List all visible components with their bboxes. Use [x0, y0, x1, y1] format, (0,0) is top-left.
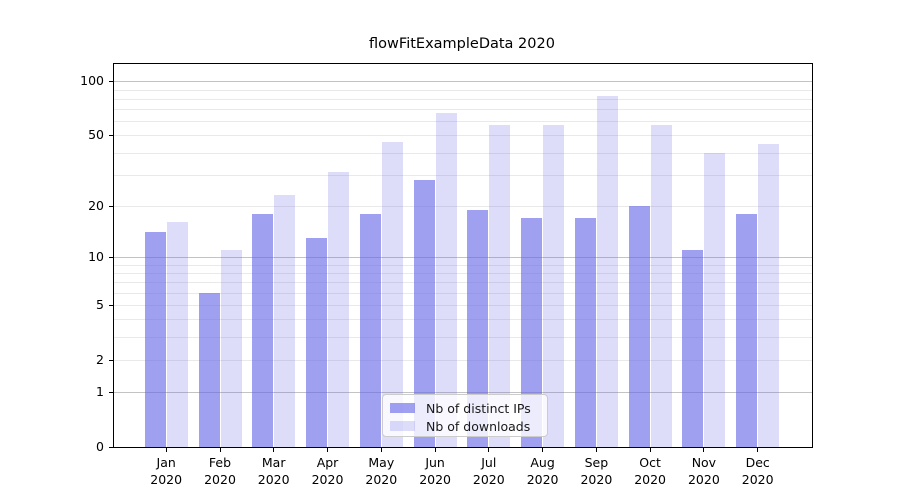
gridline-minor	[114, 359, 812, 361]
legend-entry-downloads: Nb of downloads	[390, 417, 537, 435]
gridline-minor	[114, 89, 812, 91]
x-tick-mark	[542, 448, 544, 452]
y-tick-mark	[109, 205, 113, 207]
y-tick-mark	[109, 256, 113, 258]
bar-downloads-oct	[650, 125, 672, 447]
gridline-minor	[114, 135, 812, 137]
y-tick-label: 10	[88, 248, 104, 264]
y-tick-label: 100	[80, 73, 104, 89]
legend: Nb of distinct IPs Nb of downloads	[382, 394, 548, 437]
y-tick-label: 5	[96, 297, 104, 312]
y-tick-label: 50	[88, 127, 104, 143]
x-tick-label-mar: Mar 2020	[257, 455, 290, 487]
gridline-minor	[114, 98, 812, 100]
x-tick-mark	[703, 448, 705, 452]
x-tick-mark	[757, 448, 759, 452]
gridline-minor	[114, 282, 812, 284]
bar-distinct-ips-apr	[306, 237, 327, 447]
legend-label-distinct-ips: Nb of distinct IPs	[426, 400, 531, 416]
x-tick-label-apr: Apr 2020	[311, 455, 344, 487]
bar-downloads-nov	[704, 152, 726, 447]
bar-distinct-ips-jul	[467, 209, 489, 447]
x-tick-label-oct: Oct 2020	[634, 455, 666, 487]
plot-area: 0 1 2 5 10 20 50 100 Jan 2020 Feb 2020 Mar 2020 Apr…	[80, 63, 813, 487]
bar-downloads-may	[381, 141, 403, 447]
gridline-minor	[114, 305, 812, 306]
gridline-minor	[114, 121, 812, 123]
chart-title: flowFitExampleData 2020	[369, 36, 555, 52]
y-tick-label: 0	[96, 439, 104, 454]
x-tick-label-feb: Feb 2020	[204, 455, 236, 487]
bar-downloads-aug	[543, 125, 565, 447]
gridline-minor	[114, 337, 812, 339]
x-tick-mark	[488, 448, 490, 452]
x-tick-mark	[595, 448, 597, 452]
x-tick-label-sep: Sep 2020	[580, 455, 613, 487]
x-tick-mark	[327, 448, 328, 452]
x-tick-mark	[380, 448, 382, 452]
gridline-major	[114, 256, 812, 258]
bar-downloads-dec	[758, 143, 780, 447]
bar-distinct-ips-sep	[574, 217, 596, 447]
y-tick-label: 1	[96, 384, 104, 400]
x-tick-mark	[219, 448, 221, 452]
x-tick-label-jul: Jul 2020	[472, 455, 505, 487]
y-tick-label: 2	[96, 351, 104, 367]
y-tick-mark	[109, 81, 113, 83]
x-tick-label-jan: Jan 2020	[150, 455, 183, 487]
bar-distinct-ips-jun	[413, 180, 435, 447]
bar-downloads-apr	[328, 172, 349, 447]
y-tick-mark	[109, 392, 113, 394]
x-tick-mark	[165, 448, 167, 452]
y-tick-mark	[109, 135, 113, 137]
y-tick-label: 20	[88, 197, 104, 213]
y-tick-mark	[109, 447, 113, 448]
legend-swatch-downloads-icon	[390, 421, 415, 431]
bar-distinct-ips-nov	[682, 250, 704, 447]
y-tick-mark	[109, 359, 113, 361]
x-tick-mark	[273, 448, 275, 452]
x-tick-mark	[649, 448, 651, 452]
gridline-minor	[114, 174, 812, 176]
x-tick-label-aug: Aug 2020	[526, 455, 559, 487]
bar-distinct-ips-may	[359, 213, 381, 447]
bar-distinct-ips-aug	[521, 217, 543, 447]
bar-distinct-ips-dec	[736, 213, 758, 447]
x-tick-mark	[434, 448, 436, 452]
gridline-minor	[114, 319, 812, 321]
bar-downloads-mar	[274, 195, 296, 447]
legend-label-downloads: Nb of downloads	[426, 418, 531, 434]
bar-distinct-ips-mar	[252, 213, 274, 447]
bar-downloads-jun	[435, 112, 457, 447]
bar-distinct-ips-jan	[144, 232, 166, 447]
bar-downloads-jul	[489, 125, 511, 447]
x-tick-label-dec: Dec 2020	[741, 455, 774, 487]
bar-distinct-ips-oct	[628, 205, 650, 447]
bar-downloads-feb	[220, 250, 242, 447]
x-tick-label-nov: Nov 2020	[687, 455, 720, 487]
gridline-minor	[114, 264, 812, 266]
gridline-major	[114, 392, 812, 394]
gridline-major	[114, 81, 812, 83]
gridline-minor	[114, 205, 812, 207]
gridline-minor	[114, 292, 812, 294]
gridline-minor	[114, 152, 812, 154]
bar-downloads-sep	[596, 95, 618, 447]
x-tick-label-may: May 2020	[365, 455, 398, 487]
legend-swatch-distinct-ips-icon	[390, 403, 415, 413]
legend-entry-distinct-ips: Nb of distinct IPs	[390, 399, 537, 417]
bar-distinct-ips-feb	[198, 292, 220, 447]
gridline-minor	[114, 109, 812, 111]
x-tick-label-jun: Jun 2020	[419, 455, 451, 487]
y-tick-mark	[109, 305, 113, 306]
gridline-minor	[114, 272, 812, 274]
bar-downloads-jan	[166, 222, 188, 447]
